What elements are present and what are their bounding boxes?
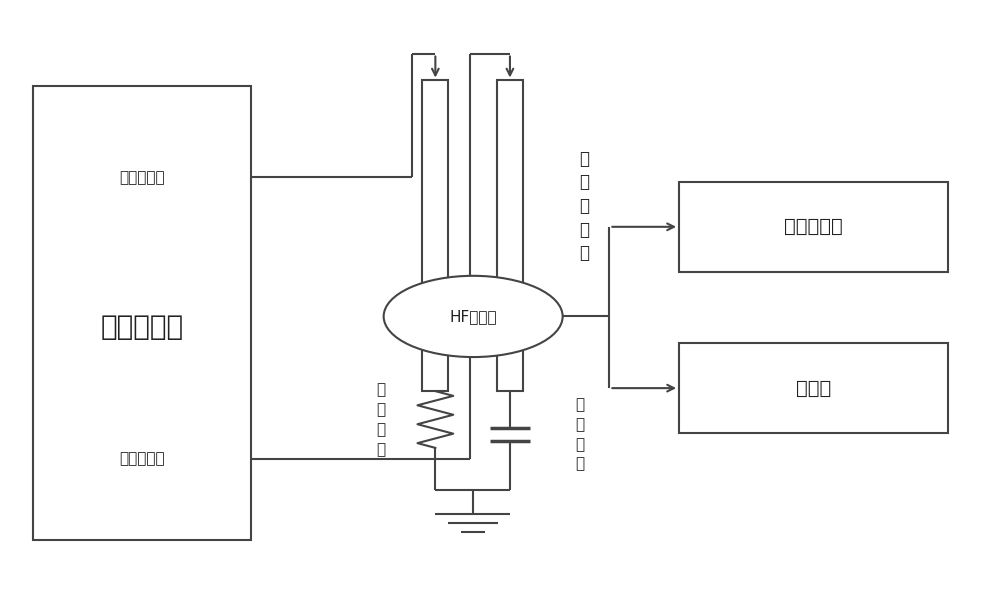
Bar — [679, 182, 948, 271]
Text: 信号激励源: 信号激励源 — [100, 313, 184, 341]
Text: 金
属
测
试
杆: 金 属 测 试 杆 — [580, 150, 590, 262]
Text: 示波器: 示波器 — [796, 379, 831, 397]
Bar — [497, 80, 523, 391]
Bar — [422, 80, 448, 391]
Text: 注
入
电
容: 注 入 电 容 — [575, 397, 584, 472]
Text: 正弦信号源: 正弦信号源 — [119, 451, 165, 466]
Text: 脉冲标定源: 脉冲标定源 — [119, 169, 165, 185]
Bar — [33, 86, 251, 540]
Bar — [679, 343, 948, 433]
Ellipse shape — [384, 276, 563, 357]
Text: HF传感器: HF传感器 — [449, 309, 497, 324]
Text: 局放检测仪: 局放检测仪 — [784, 217, 843, 236]
Text: 匹
配
电
阵: 匹 配 电 阵 — [376, 382, 385, 456]
